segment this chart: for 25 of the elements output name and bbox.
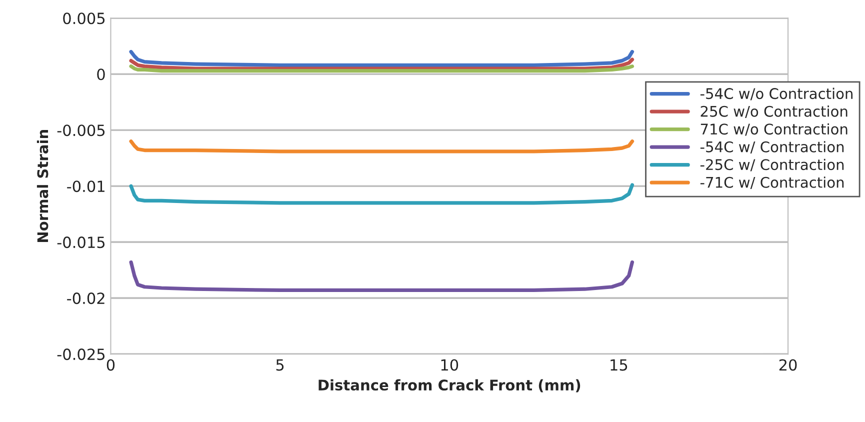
line-series bbox=[129, 260, 634, 292]
legend-label: -25C w/ Contraction bbox=[700, 158, 844, 172]
x-axis-title: Distance from Crack Front (mm) bbox=[318, 379, 580, 392]
legend-label: -71C w/ Contraction bbox=[700, 176, 844, 190]
line-series bbox=[129, 183, 634, 205]
y-tick-label: -0.01 bbox=[67, 180, 104, 192]
y-tick-label: -0.02 bbox=[67, 292, 104, 304]
x-tick-label: 0 bbox=[106, 359, 115, 371]
x-tick-label: 15 bbox=[610, 359, 628, 371]
line-series bbox=[129, 50, 634, 67]
y-tick-label: -0.025 bbox=[57, 348, 105, 360]
y-tick-label: 0 bbox=[97, 68, 105, 80]
legend-label: -54C w/o Contraction bbox=[700, 88, 852, 100]
x-tick-label: 20 bbox=[779, 359, 797, 371]
line-series bbox=[129, 140, 634, 154]
x-tick-label: 10 bbox=[441, 359, 458, 371]
legend-label: -54C w/ Contraction bbox=[700, 141, 844, 154]
line-series bbox=[129, 58, 634, 70]
y-tick-label: 0.005 bbox=[63, 12, 105, 24]
y-tick-label: -0.005 bbox=[57, 124, 105, 136]
legend-label: 71C w/o Contraction bbox=[700, 123, 848, 136]
y-axis-title: Normal Strain bbox=[36, 130, 48, 242]
y-tick-label: -0.015 bbox=[57, 236, 105, 248]
x-tick-label: 5 bbox=[276, 359, 284, 371]
legend-label: 25C w/o Contraction bbox=[700, 106, 848, 118]
